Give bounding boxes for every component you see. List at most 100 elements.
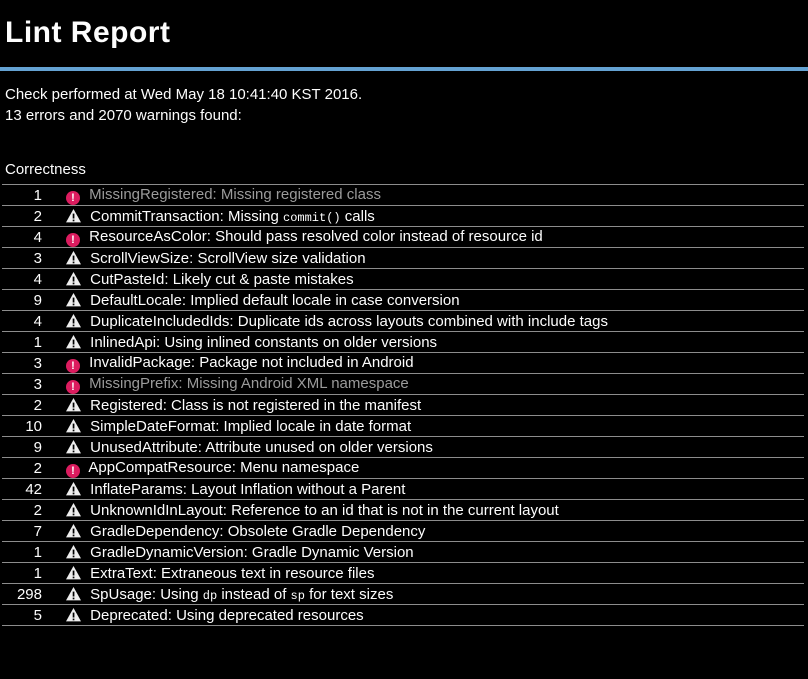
issue-link[interactable]: InvalidPackage: Package not included in … xyxy=(89,353,414,371)
warning-icon xyxy=(66,397,81,412)
issue-row: 3 ScrollViewSize: ScrollView size valida… xyxy=(2,247,804,269)
issue-row: 4 DuplicateIncludedIds: Duplicate ids ac… xyxy=(2,310,804,332)
issue-link[interactable]: DefaultLocale: Implied default locale in… xyxy=(90,291,460,309)
accent-divider xyxy=(0,67,808,71)
page-title: Lint Report xyxy=(5,16,171,49)
error-icon: ! xyxy=(66,232,80,247)
issue-id: SpUsage: xyxy=(90,585,161,603)
issue-row: 3 ! InvalidPackage: Package not included… xyxy=(2,352,804,374)
issue-id: ScrollViewSize: xyxy=(90,249,198,267)
warning-icon xyxy=(66,292,81,307)
warning-icon xyxy=(66,208,81,223)
issue-link[interactable]: CutPasteId: Likely cut & paste mistakes xyxy=(90,270,354,288)
issue-count: 7 xyxy=(33,522,42,540)
warning-icon xyxy=(66,334,81,349)
summary-counts-line: 13 errors and 2070 warnings found: xyxy=(5,107,242,124)
issue-row: 4 CutPasteId: Likely cut & paste mistake… xyxy=(2,268,804,290)
issue-id: ExtraText: xyxy=(90,564,162,582)
issue-row: 1 ! MissingRegistered: Missing registere… xyxy=(2,184,804,206)
warning-icon xyxy=(66,502,81,517)
issue-row: 1 GradleDynamicVersion: Gradle Dynamic V… xyxy=(2,541,804,563)
issue-row: 42 InflateParams: Layout Inflation witho… xyxy=(2,478,804,500)
issue-count: 3 xyxy=(33,249,42,267)
warning-icon xyxy=(66,418,81,433)
report-info: Check performed at Wed May 18 10:41:40 K… xyxy=(5,84,808,126)
issue-count: 4 xyxy=(33,270,42,288)
issue-link[interactable]: MissingPrefix: Missing Android XML names… xyxy=(89,374,409,392)
issue-id: CommitTransaction: xyxy=(90,207,228,225)
issue-row: 2 CommitTransaction: Missing commit() ca… xyxy=(2,205,804,227)
check-performed-line: Check performed at Wed May 18 10:41:40 K… xyxy=(5,86,363,103)
issue-count: 42 xyxy=(25,480,42,498)
issue-id: Deprecated: xyxy=(90,606,177,624)
issue-id: DuplicateIncludedIds: xyxy=(90,312,238,330)
issue-row: 7 GradleDependency: Obsolete Gradle Depe… xyxy=(2,520,804,542)
issue-row: 2 ! AppCompatResource: Menu namespace xyxy=(2,457,804,479)
warning-icon xyxy=(66,607,81,622)
issue-link[interactable]: InlinedApi: Using inlined constants on o… xyxy=(90,333,438,351)
issue-count: 1 xyxy=(33,333,42,351)
issue-count: 5 xyxy=(33,606,42,624)
issue-link[interactable]: UnusedAttribute: Attribute unused on old… xyxy=(90,438,433,456)
issue-id: MissingRegistered: xyxy=(89,185,221,203)
issue-count: 2 xyxy=(33,396,42,414)
issue-link[interactable]: AppCompatResource: Menu namespace xyxy=(88,458,360,476)
error-icon: ! xyxy=(66,379,80,394)
issue-count: 4 xyxy=(33,312,42,330)
issue-id: GradleDependency: xyxy=(90,522,228,540)
issue-id: DefaultLocale: xyxy=(90,291,191,309)
issue-link[interactable]: GradleDependency: Obsolete Gradle Depend… xyxy=(90,522,426,540)
issue-count: 1 xyxy=(33,543,42,561)
issue-row: 1 InlinedApi: Using inlined constants on… xyxy=(2,331,804,353)
warning-icon xyxy=(66,523,81,538)
issue-row: 4 ! ResourceAsColor: Should pass resolve… xyxy=(2,226,804,248)
issue-id: InlinedApi: xyxy=(90,333,165,351)
issue-link[interactable]: Deprecated: Using deprecated resources xyxy=(90,606,364,624)
issue-link[interactable]: MissingRegistered: Missing registered cl… xyxy=(89,185,381,203)
issue-link[interactable]: CommitTransaction: Missing commit() call… xyxy=(90,207,375,225)
issue-link[interactable]: ScrollViewSize: ScrollView size validati… xyxy=(90,249,366,267)
issue-id: ResourceAsColor: xyxy=(89,227,216,245)
issue-row: 9 UnusedAttribute: Attribute unused on o… xyxy=(2,436,804,458)
issue-link[interactable]: Registered: Class is not registered in t… xyxy=(90,396,422,414)
issue-id: SimpleDateFormat: xyxy=(90,417,224,435)
issues-table: 1 ! MissingRegistered: Missing registere… xyxy=(2,184,804,626)
warning-icon xyxy=(66,586,81,601)
issue-row: 10 SimpleDateFormat: Implied locale in d… xyxy=(2,415,804,437)
issue-link[interactable]: SimpleDateFormat: Implied locale in date… xyxy=(90,417,412,435)
issue-row: 2 Registered: Class is not registered in… xyxy=(2,394,804,416)
warning-icon xyxy=(66,544,81,559)
issue-link[interactable]: ResourceAsColor: Should pass resolved co… xyxy=(89,227,543,245)
issue-count: 2 xyxy=(33,501,42,519)
warning-icon xyxy=(66,439,81,454)
warning-icon xyxy=(66,481,81,496)
issue-row: 9 DefaultLocale: Implied default locale … xyxy=(2,289,804,311)
issue-row: 298 SpUsage: Using dp instead of sp for … xyxy=(2,583,804,605)
issue-count: 3 xyxy=(33,375,42,393)
issue-count: 10 xyxy=(25,417,42,435)
issue-count: 4 xyxy=(33,228,42,246)
issue-link[interactable]: UnknownIdInLayout: Reference to an id th… xyxy=(90,501,559,519)
issue-id: UnknownIdInLayout: xyxy=(90,501,232,519)
issue-count: 298 xyxy=(16,585,42,603)
issue-id: Registered: xyxy=(90,396,172,414)
error-icon: ! xyxy=(66,358,80,373)
issue-count: 1 xyxy=(33,186,42,204)
error-icon: ! xyxy=(66,463,80,478)
issue-row: 1 ExtraText: Extraneous text in resource… xyxy=(2,562,804,584)
issue-link[interactable]: InflateParams: Layout Inflation without … xyxy=(90,480,406,498)
issue-link[interactable]: ExtraText: Extraneous text in resource f… xyxy=(90,564,375,582)
issue-link[interactable]: SpUsage: Using dp instead of sp for text… xyxy=(90,585,394,603)
issue-id: CutPasteId: xyxy=(90,270,173,288)
issue-id: InflateParams: xyxy=(90,480,192,498)
issue-row: 2 UnknownIdInLayout: Reference to an id … xyxy=(2,499,804,521)
issue-count: 9 xyxy=(33,438,42,456)
warning-icon xyxy=(66,565,81,580)
issue-count: 9 xyxy=(33,291,42,309)
issue-count: 2 xyxy=(33,459,42,477)
issue-link[interactable]: GradleDynamicVersion: Gradle Dynamic Ver… xyxy=(90,543,414,561)
issue-row: 3 ! MissingPrefix: Missing Android XML n… xyxy=(2,373,804,395)
issue-link[interactable]: DuplicateIncludedIds: Duplicate ids acro… xyxy=(90,312,608,330)
warning-icon xyxy=(66,271,81,286)
warning-icon xyxy=(66,313,81,328)
